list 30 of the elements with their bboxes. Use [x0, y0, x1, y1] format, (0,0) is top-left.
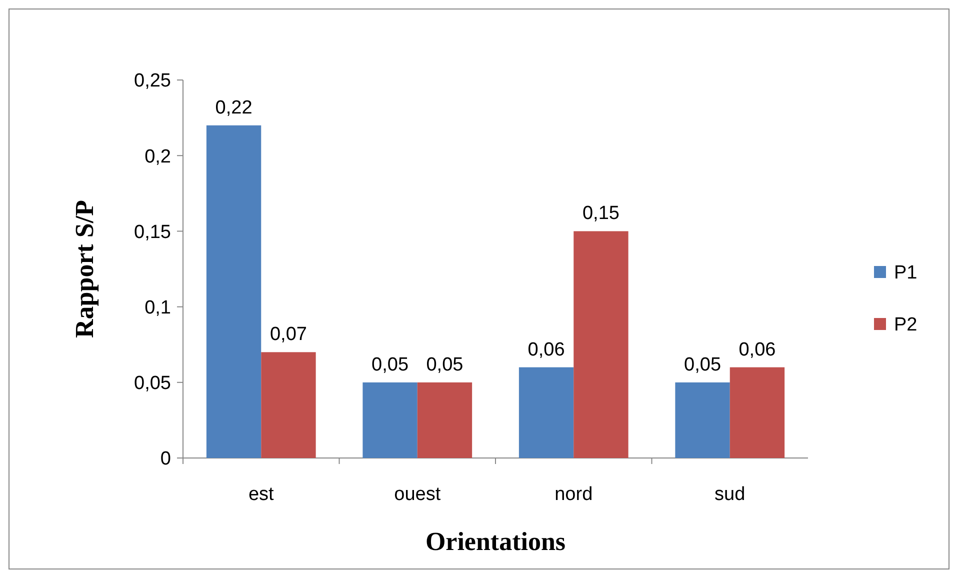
bar: [730, 367, 785, 458]
data-label: 0,06: [738, 339, 776, 360]
data-label: 0,05: [684, 354, 722, 376]
y-axis-title: Rapport S/P: [70, 200, 99, 338]
y-tick-label: 0,05: [134, 373, 171, 394]
x-tick-label: est: [248, 484, 275, 505]
x-tick-label: nord: [554, 484, 593, 505]
bar: [675, 382, 730, 458]
data-label: 0,22: [215, 97, 252, 118]
data-label: 0,05: [426, 354, 464, 376]
x-tick-label: sud: [714, 484, 746, 505]
legend-label: P2: [894, 314, 918, 336]
y-tick-label: 0,2: [144, 146, 171, 168]
bar: [518, 367, 574, 458]
bar: [574, 231, 628, 458]
data-label: 0,07: [270, 324, 307, 346]
y-tick-label: 0,1: [144, 297, 171, 318]
data-label: 0,06: [528, 339, 565, 360]
bar: [417, 382, 472, 458]
bar: [206, 125, 262, 458]
data-label: 0,05: [372, 354, 409, 376]
bar: [362, 382, 418, 458]
y-tick-label: 0,15: [134, 222, 171, 243]
x-axis-title: Orientations: [425, 527, 566, 556]
bar: [261, 352, 316, 458]
y-tick-label: 0,25: [134, 70, 171, 92]
y-tick-label: 0: [160, 448, 171, 470]
legend-label: P1: [894, 262, 918, 284]
data-label: 0,15: [582, 203, 620, 224]
x-tick-label: ouest: [394, 484, 442, 505]
